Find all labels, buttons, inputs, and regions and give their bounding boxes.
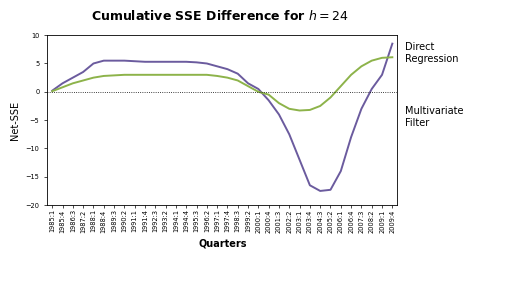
Text: Direct
Regression: Direct Regression xyxy=(405,42,459,64)
Y-axis label: Net-SSE: Net-SSE xyxy=(10,100,20,140)
Text: Cumulative SSE Difference for $h = 24$: Cumulative SSE Difference for $h = 24$ xyxy=(91,9,348,23)
Text: Multivariate
Filter: Multivariate Filter xyxy=(405,106,464,128)
X-axis label: Quarters: Quarters xyxy=(198,238,246,248)
